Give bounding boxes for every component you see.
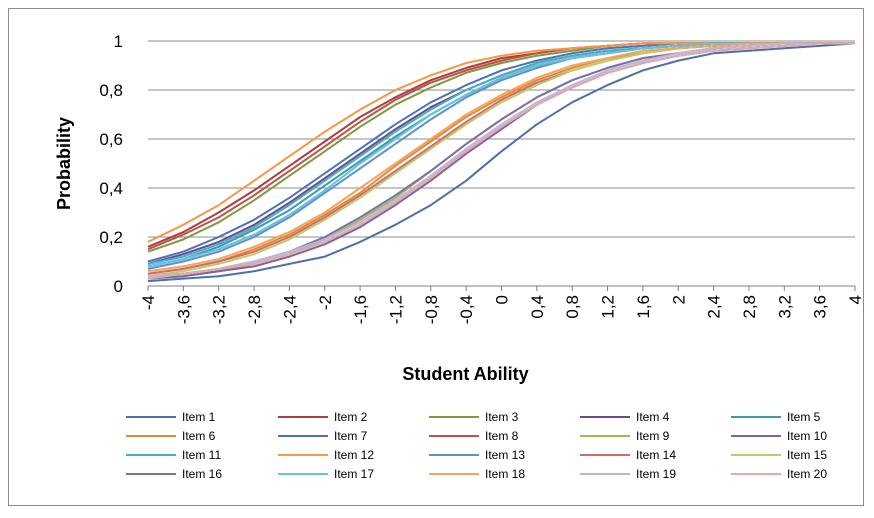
x-tick-label: 4	[846, 295, 865, 304]
x-tick-label: 2,8	[740, 295, 759, 319]
series-line-19	[147, 42, 855, 278]
legend-label: Item 10	[787, 429, 827, 443]
x-tick-label: 3,2	[775, 295, 794, 319]
y-tick-label: 1	[114, 32, 123, 51]
x-tick-label: -1,2	[386, 295, 405, 324]
legend-label: Item 13	[485, 448, 525, 462]
x-tick-label: 3,6	[811, 295, 830, 319]
x-tick-label: 2	[669, 295, 688, 304]
legend-label: Item 15	[787, 448, 827, 462]
x-tick-label: 1,2	[599, 295, 618, 319]
x-tick-label: 1,6	[634, 295, 653, 319]
legend-label: Item 2	[334, 410, 368, 424]
legend-label: Item 16	[182, 467, 222, 481]
x-tick-label: -2,8	[245, 295, 264, 324]
x-tick-label: -1,6	[351, 295, 370, 324]
series-line-12	[147, 42, 855, 243]
x-tick-label: -0,4	[457, 295, 476, 324]
legend: Item 1 Item 2 Item 3 Item 4 Item 5 Item 6 Item…	[126, 410, 827, 481]
legend-label: Item 6	[182, 429, 216, 443]
x-tick-label: 2,4	[705, 295, 724, 319]
series-line-17	[147, 42, 855, 268]
legend-label: Item 20	[787, 467, 827, 481]
y-tick-label: 0,6	[99, 130, 123, 149]
x-tick-label: 0,8	[563, 295, 582, 319]
legend-label: Item 18	[485, 467, 525, 481]
series-line-2	[147, 42, 855, 248]
legend-label: Item 1	[182, 410, 216, 424]
legend-label: Item 3	[485, 410, 519, 424]
legend-label: Item 19	[636, 467, 676, 481]
y-tick-label: 0	[114, 277, 123, 296]
legend-label: Item 17	[334, 467, 374, 481]
series-line-20	[147, 42, 855, 280]
gridlines	[148, 40, 855, 287]
legend-label: Item 7	[334, 429, 368, 443]
series-line-1	[147, 42, 856, 283]
y-axis-label: Probability	[54, 117, 74, 210]
x-tick-label: 0	[493, 295, 512, 304]
y-tick-label: 0,8	[99, 81, 123, 100]
legend-label: Item 11	[182, 448, 221, 462]
chart-frame	[8, 8, 864, 506]
legend-label: Item 8	[485, 429, 519, 443]
x-tick-label: -2	[316, 295, 335, 310]
series-line-18	[147, 42, 855, 273]
x-tick-label: -0,8	[422, 295, 441, 324]
x-tick-label: -2,4	[280, 295, 299, 324]
x-tick-label: -4	[139, 295, 158, 310]
y-tick-label: 0,2	[99, 228, 123, 247]
x-tick-label: 0,4	[528, 295, 547, 319]
legend-label: Item 4	[636, 410, 670, 424]
x-axis-label: Student Ability	[402, 364, 528, 384]
legend-label: Item 9	[636, 429, 670, 443]
legend-label: Item 14	[636, 448, 676, 462]
series-lines	[147, 42, 856, 283]
x-tick-label: -3,6	[174, 295, 193, 324]
legend-label: Item 12	[334, 448, 374, 462]
y-tick-label: 0,4	[99, 179, 123, 198]
x-tick-labels: -4 -3,6 -3,2 -2,8 -2,4 -2 -1,6 -1,2 -0,8 -0,4 0 0,4…	[139, 286, 865, 324]
legend-label: Item 5	[787, 410, 821, 424]
x-tick-label: -3,2	[210, 295, 229, 324]
y-tick-labels: 0 0,2 0,4 0,6 0,8 1	[99, 32, 123, 296]
